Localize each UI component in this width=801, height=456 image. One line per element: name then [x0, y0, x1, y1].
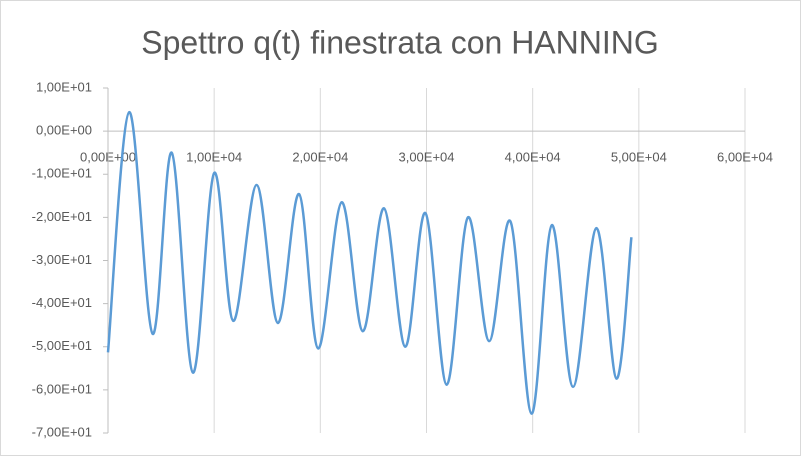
y-tick-label: -7,00E+01 — [32, 424, 92, 439]
y-tick-label: -3,00E+01 — [32, 252, 92, 267]
y-tick-label: -2,00E+01 — [32, 209, 92, 224]
x-tick-label: 2,00E+04 — [292, 150, 348, 165]
y-tick-label: -6,00E+01 — [32, 381, 92, 396]
x-tick-label: 5,00E+04 — [611, 150, 667, 165]
y-tick-label: -4,00E+01 — [32, 295, 92, 310]
chart-title: Spettro q(t) finestrata con HANNING — [141, 24, 659, 60]
x-tick-label: 6,00E+04 — [717, 150, 773, 165]
x-tick-label: 4,00E+04 — [505, 150, 561, 165]
x-tick-label: 1,00E+04 — [186, 150, 242, 165]
y-tick-label: 0,00E+00 — [36, 123, 92, 138]
x-tick-label: 3,00E+04 — [398, 150, 454, 165]
y-tick-label: -1,00E+01 — [32, 166, 92, 181]
series-line — [106, 110, 633, 415]
y-tick-label: 1,00E+01 — [36, 79, 92, 94]
y-tick-label: -5,00E+01 — [32, 338, 92, 353]
